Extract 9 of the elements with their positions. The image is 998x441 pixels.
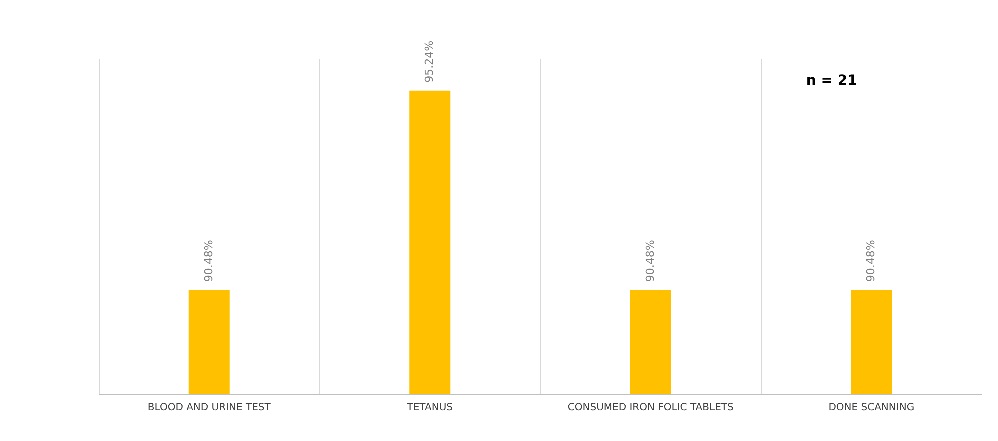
x-tick-label: DONE SCANNING: [828, 402, 915, 414]
annotation: n = 21: [806, 73, 858, 89]
data-label: 90.48%: [644, 240, 657, 282]
x-tick-label: BLOOD AND URINE TEST: [148, 402, 272, 414]
x-tick-label: CONSUMED IRON FOLIC TABLETS: [568, 402, 734, 414]
data-label: 90.48%: [202, 240, 216, 282]
data-label: 90.48%: [864, 240, 878, 282]
x-tick-label: TETANUS: [406, 402, 453, 414]
data-label: 95.24%: [423, 40, 436, 83]
